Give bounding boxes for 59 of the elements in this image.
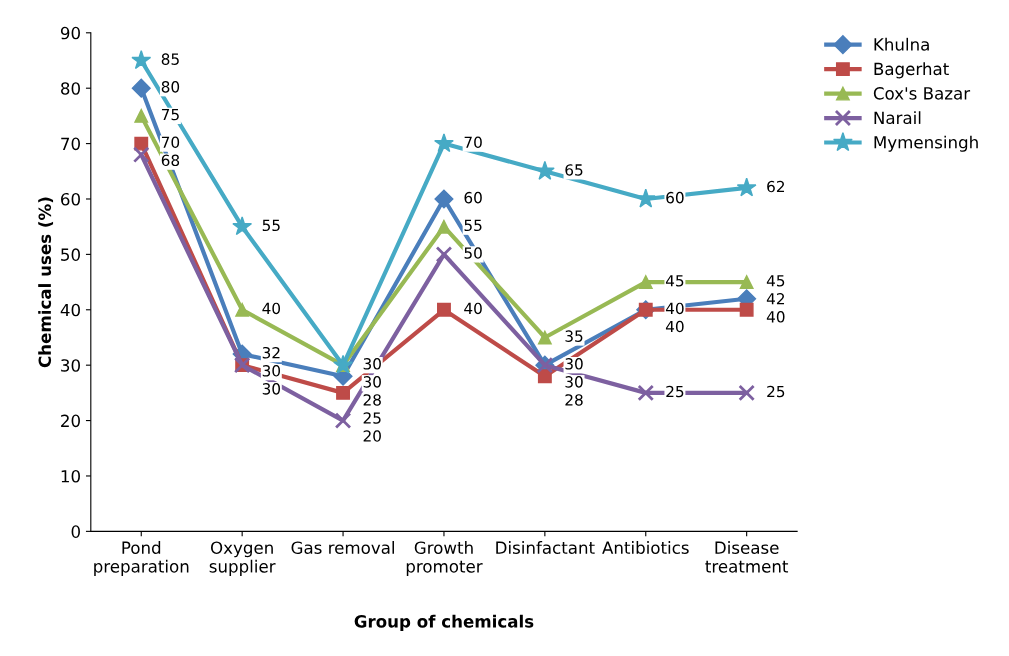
x-tick-label: Oxygen supplier: [209, 541, 276, 576]
legend-label: Khulna: [874, 37, 929, 51]
legend-label: Bagerhat: [874, 62, 949, 79]
x-axis-title: Group of chemicals: [354, 614, 534, 631]
data-label: 30: [565, 358, 583, 370]
data-label: 70: [464, 136, 482, 149]
data-label: 40: [665, 302, 684, 315]
data-label: 30: [262, 365, 281, 377]
data-label: 60: [464, 191, 482, 204]
x-tick-label: Gas removal: [291, 541, 394, 554]
x-tick-label: Disinfactant: [496, 541, 595, 554]
data-label: 55: [464, 219, 482, 232]
y-tick-label: 60: [61, 192, 80, 206]
data-label: 45: [766, 275, 785, 287]
data-label: 70: [161, 136, 180, 149]
data-label: 28: [565, 394, 583, 406]
data-label: 65: [565, 164, 583, 176]
data-label: 45: [665, 275, 684, 287]
data-label: 80: [161, 81, 180, 93]
y-tick-label: 80: [61, 82, 80, 95]
data-label: 60: [666, 191, 684, 204]
data-label: 30: [262, 383, 281, 395]
y-axis-title: Chemical uses (%): [38, 197, 54, 368]
x-tick-label: Disease treatment: [705, 541, 789, 573]
x-tick-label: Antibiotics: [602, 541, 689, 554]
data-label: 20: [363, 430, 381, 442]
y-tick-label: 0: [71, 525, 80, 538]
y-tick-label: 70: [61, 137, 80, 151]
y-tick-label: 40: [60, 303, 80, 317]
legend-label: Cox's Bazar: [873, 87, 971, 100]
x-tick-label: Pond preparation: [94, 541, 189, 576]
data-label: 40: [665, 320, 684, 333]
data-label: 62: [767, 180, 785, 193]
y-tick-label: 50: [61, 248, 80, 261]
y-tick-label: 30: [61, 359, 80, 372]
data-label: 40: [262, 302, 281, 315]
data-label: 55: [262, 219, 280, 232]
data-label: 25: [666, 385, 684, 398]
data-label: 25: [363, 412, 381, 424]
data-label: 30: [565, 376, 583, 388]
y-tick-label: 90: [60, 26, 80, 40]
x-tick-label: Growth promoter: [406, 541, 483, 576]
data-label: 68: [161, 154, 180, 167]
data-label: 85: [161, 53, 179, 65]
data-label: 75: [161, 108, 179, 121]
data-label: 35: [565, 330, 583, 342]
legend-label: Mymensingh: [874, 135, 978, 152]
data-label: 32: [262, 346, 280, 359]
data-label: 42: [766, 293, 785, 305]
data-label: 30: [363, 376, 381, 388]
y-tick-label: 10: [61, 469, 80, 483]
data-label: 40: [464, 302, 482, 315]
y-tick-label: 20: [61, 414, 80, 428]
data-label: 28: [363, 394, 381, 406]
data-label: 25: [767, 385, 785, 398]
data-label: 40: [766, 311, 785, 323]
data-label: 50: [464, 247, 482, 259]
legend-label: Narail: [874, 111, 921, 125]
data-label: 30: [363, 358, 381, 370]
